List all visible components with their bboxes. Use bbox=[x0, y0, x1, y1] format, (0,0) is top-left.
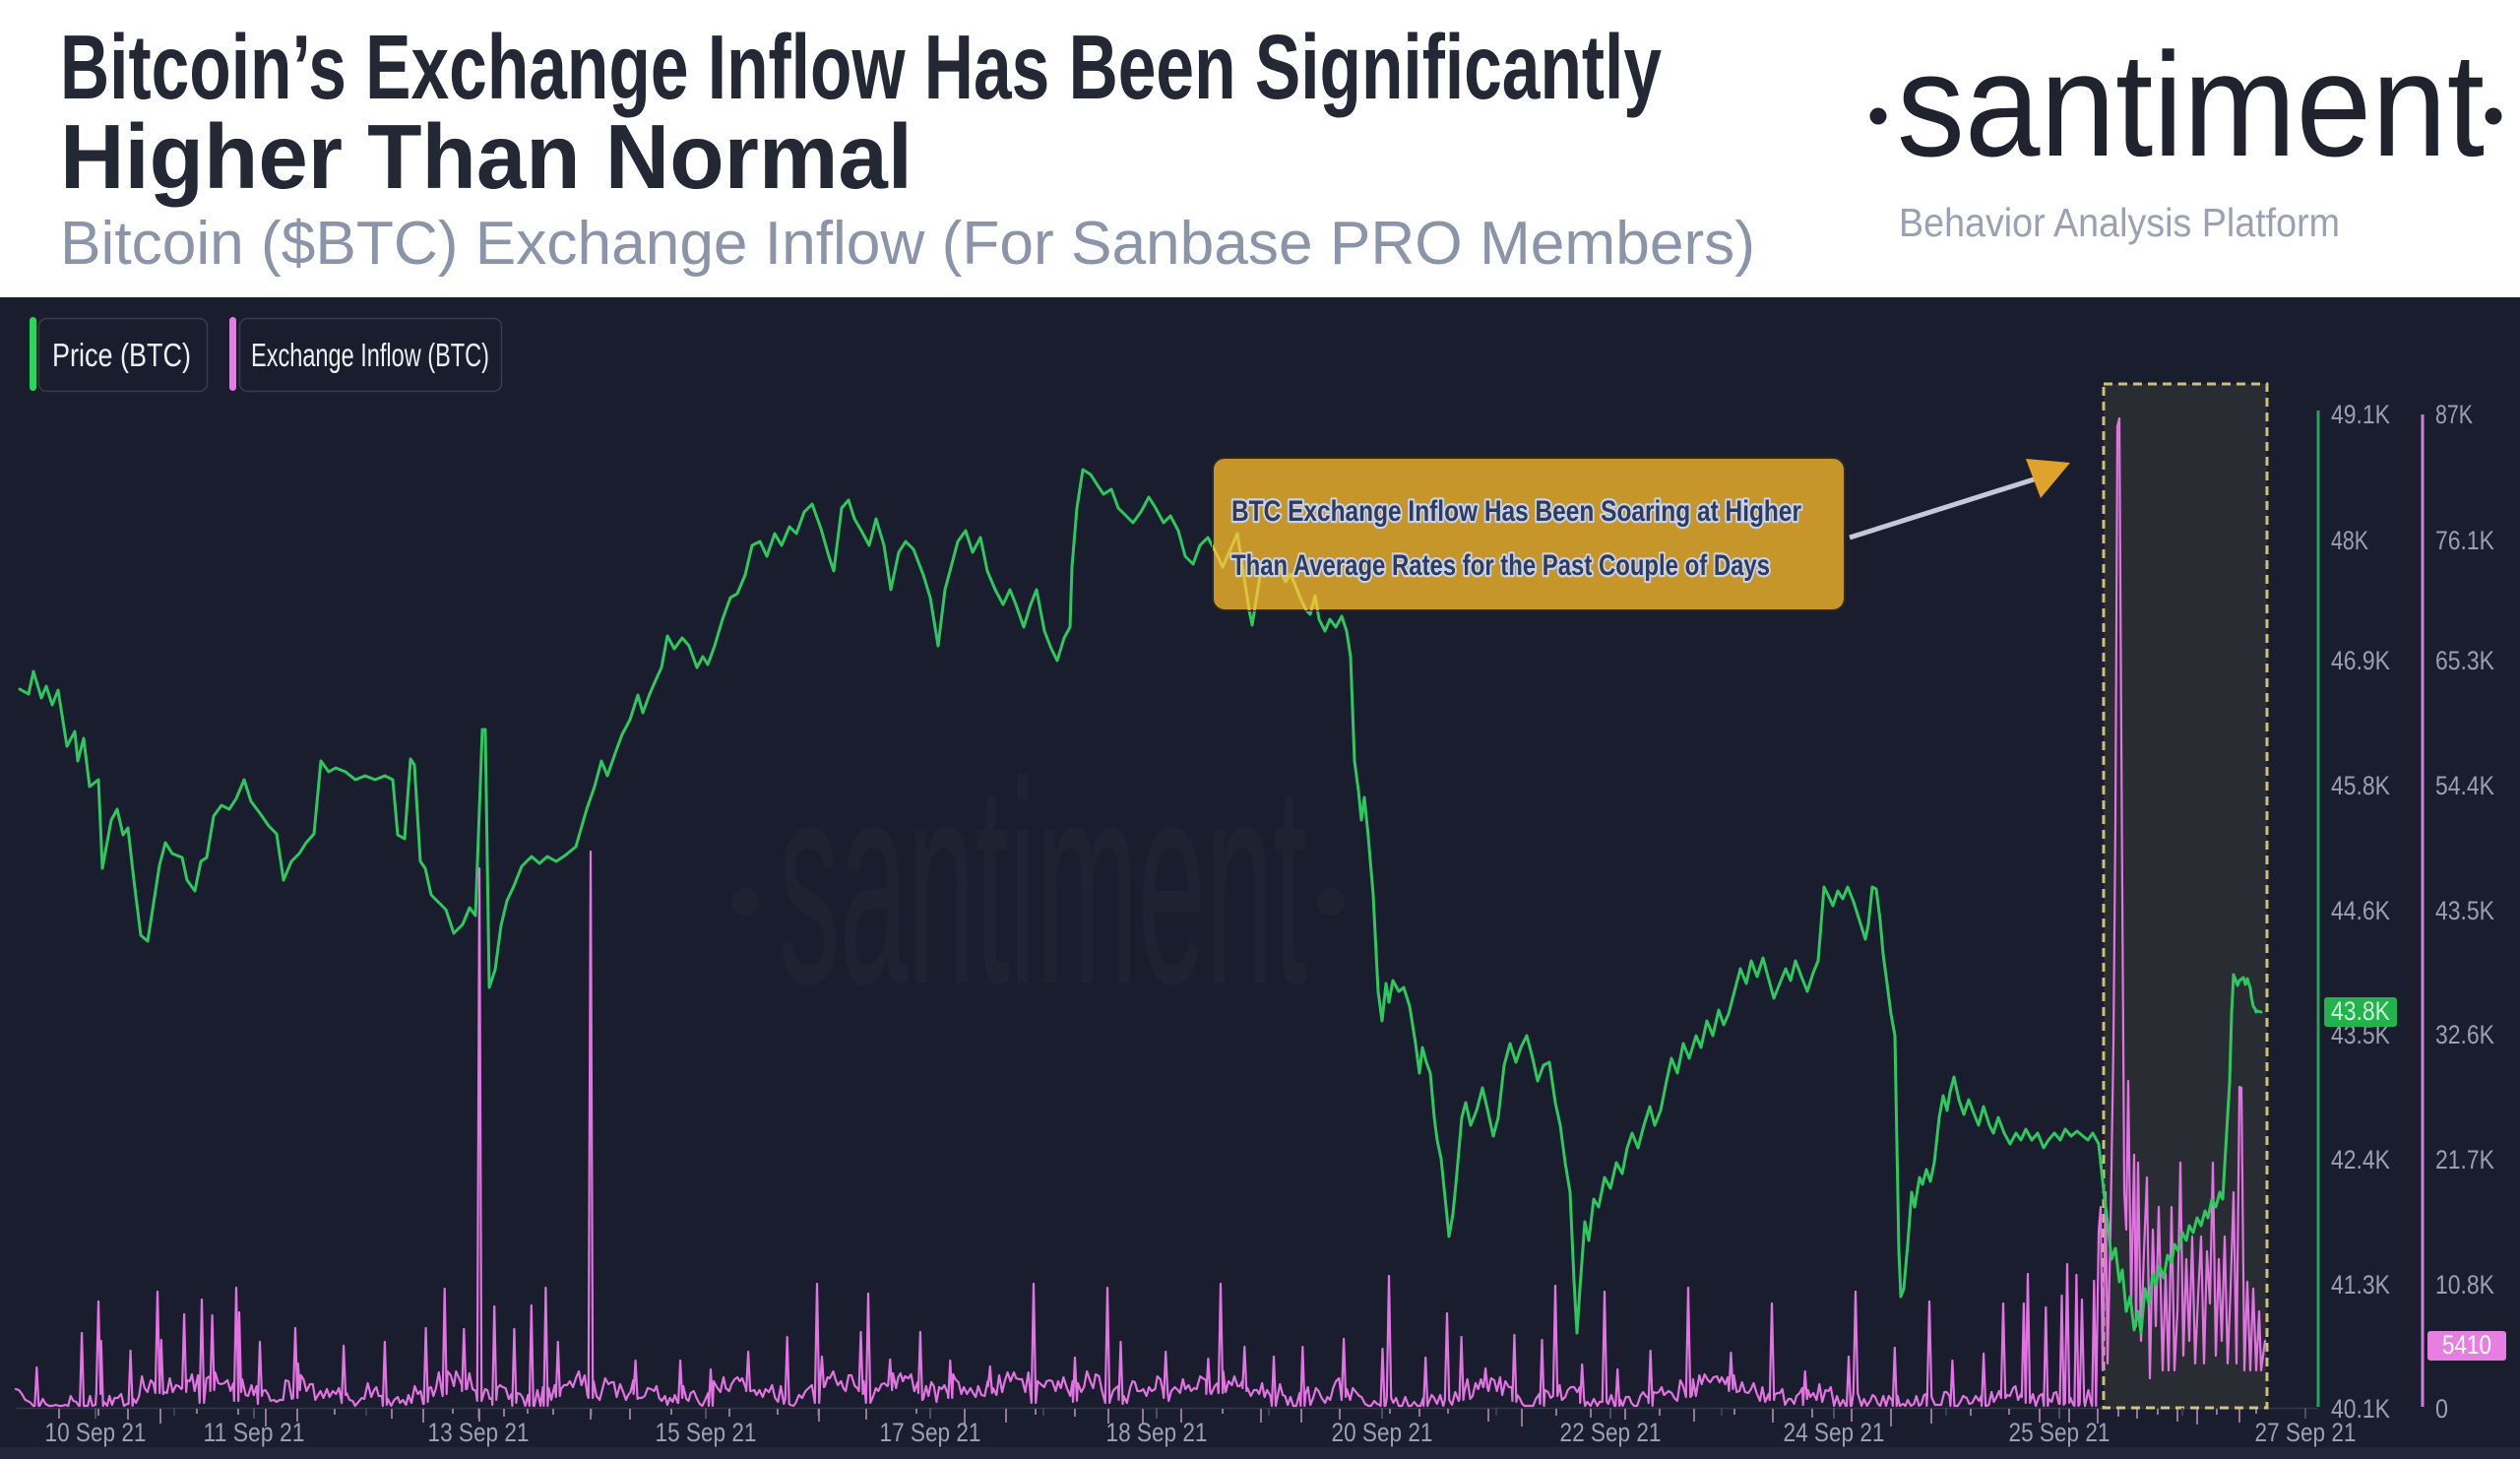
svg-text:48K: 48K bbox=[2331, 526, 2368, 555]
svg-text:43.8K: 43.8K bbox=[2331, 996, 2390, 1026]
svg-text:45.8K: 45.8K bbox=[2331, 771, 2390, 800]
svg-text:40.1K: 40.1K bbox=[2331, 1394, 2390, 1424]
svg-text:27 Sep 21: 27 Sep 21 bbox=[2255, 1418, 2357, 1447]
svg-text:Price (BTC): Price (BTC) bbox=[52, 337, 191, 373]
svg-text:17 Sep 21: 17 Sep 21 bbox=[880, 1418, 981, 1447]
svg-text:76.1K: 76.1K bbox=[2435, 526, 2494, 555]
svg-text:20 Sep 21: 20 Sep 21 bbox=[1332, 1418, 1433, 1447]
svg-text:22 Sep 21: 22 Sep 21 bbox=[1560, 1418, 1662, 1447]
svg-text:54.4K: 54.4K bbox=[2435, 771, 2494, 800]
svg-text:49.1K: 49.1K bbox=[2331, 400, 2390, 429]
svg-text:44.6K: 44.6K bbox=[2331, 896, 2390, 925]
svg-text:BTC Exchange Inflow Has Been S: BTC Exchange Inflow Has Been Soaring at … bbox=[1231, 495, 1801, 528]
svg-text:15 Sep 21: 15 Sep 21 bbox=[656, 1418, 757, 1447]
svg-text:41.3K: 41.3K bbox=[2331, 1270, 2390, 1300]
svg-text:11 Sep 21: 11 Sep 21 bbox=[204, 1418, 305, 1447]
svg-text:10.8K: 10.8K bbox=[2435, 1270, 2494, 1300]
svg-text:5410: 5410 bbox=[2442, 1330, 2491, 1360]
svg-text:santiment: santiment bbox=[1897, 22, 2485, 187]
svg-text:13 Sep 21: 13 Sep 21 bbox=[428, 1418, 530, 1447]
svg-text:Behavior Analysis Platform: Behavior Analysis Platform bbox=[1899, 200, 2340, 245]
svg-text:Bitcoin’s Exchange Inflow Has: Bitcoin’s Exchange Inflow Has Been Signi… bbox=[60, 16, 1662, 118]
svg-text:32.6K: 32.6K bbox=[2435, 1020, 2494, 1049]
svg-text:42.4K: 42.4K bbox=[2331, 1145, 2390, 1174]
svg-text:0: 0 bbox=[2435, 1394, 2448, 1424]
svg-text:87K: 87K bbox=[2435, 400, 2473, 429]
svg-text:10 Sep 21: 10 Sep 21 bbox=[45, 1418, 147, 1447]
svg-text:santiment: santiment bbox=[779, 724, 1307, 1043]
svg-text:18 Sep 21: 18 Sep 21 bbox=[1106, 1418, 1208, 1447]
svg-text:25 Sep 21: 25 Sep 21 bbox=[2009, 1418, 2110, 1447]
svg-text:Than Average Rates for the Pas: Than Average Rates for the Past Couple o… bbox=[1231, 549, 1770, 582]
svg-text:Higher Than Normal: Higher Than Normal bbox=[60, 105, 913, 208]
svg-text:65.3K: 65.3K bbox=[2435, 646, 2494, 675]
svg-text:Bitcoin ($BTC) Exchange Inflow: Bitcoin ($BTC) Exchange Inflow (For Sanb… bbox=[60, 210, 1755, 278]
svg-text:Exchange Inflow (BTC): Exchange Inflow (BTC) bbox=[251, 337, 489, 373]
svg-text:24 Sep 21: 24 Sep 21 bbox=[1784, 1418, 1885, 1447]
svg-text:46.9K: 46.9K bbox=[2331, 646, 2390, 675]
svg-text:21.7K: 21.7K bbox=[2435, 1145, 2494, 1174]
svg-text:43.5K: 43.5K bbox=[2435, 896, 2494, 925]
